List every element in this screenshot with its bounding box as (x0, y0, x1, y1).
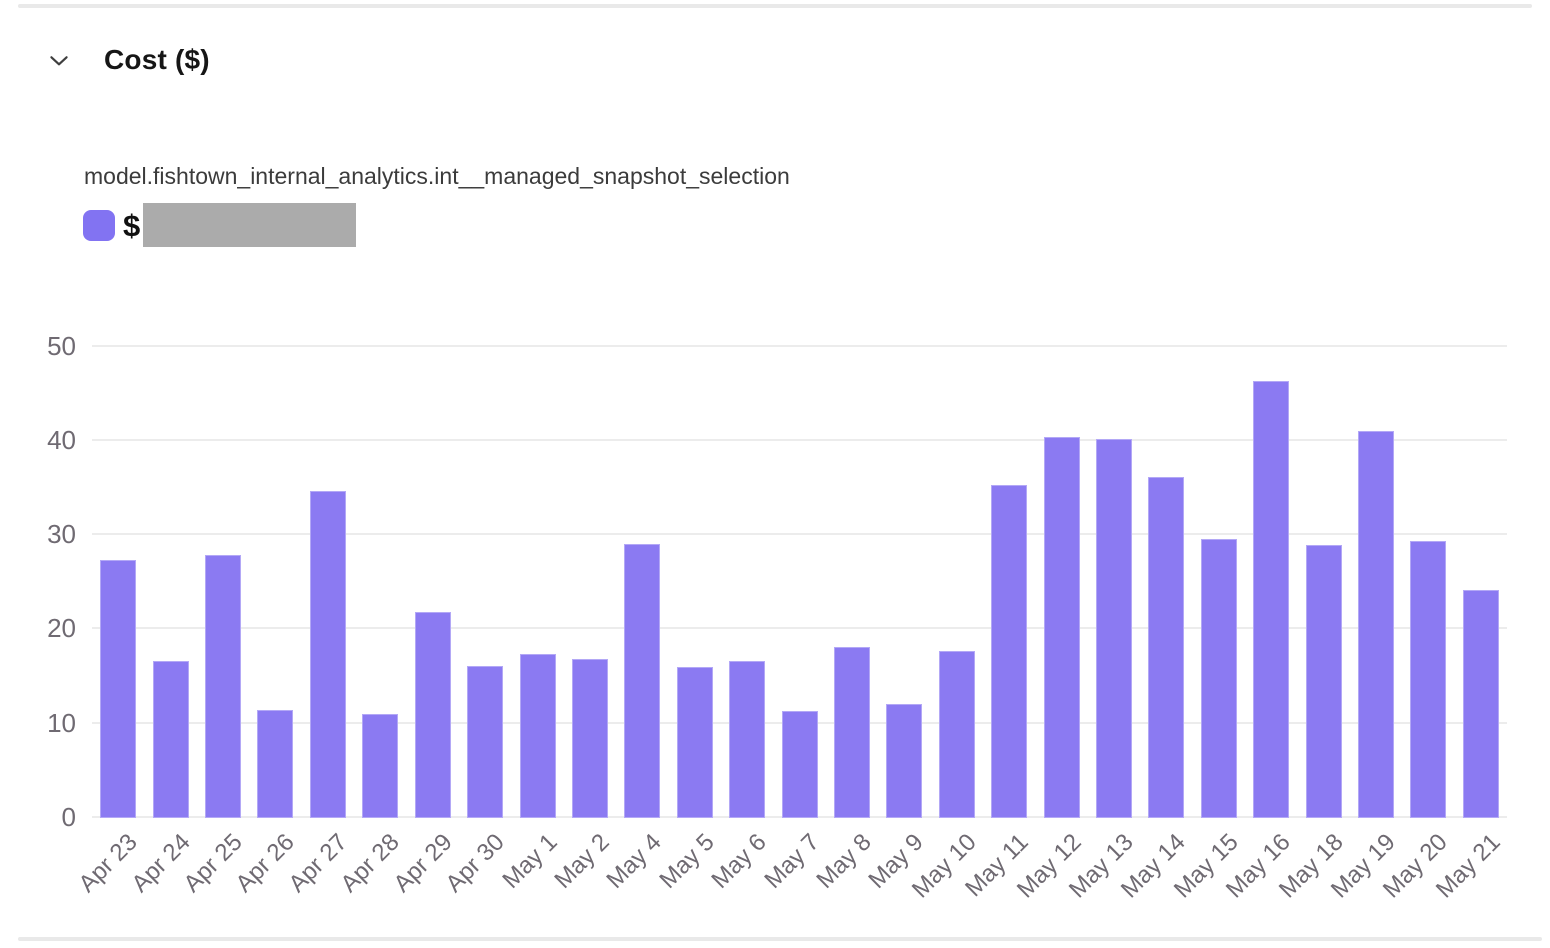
bar-apr-30[interactable] (467, 666, 504, 818)
bar-apr-29[interactable] (414, 611, 451, 818)
bar-may-6[interactable] (729, 660, 766, 818)
legend-value-redacted (143, 203, 357, 247)
bar-apr-24[interactable] (152, 660, 189, 818)
bar-apr-28[interactable] (362, 714, 399, 818)
y-axis-tick-label: 50 (47, 330, 76, 361)
bar-may-7[interactable] (781, 710, 818, 818)
y-axis-tick-label: 40 (47, 424, 76, 455)
y-axis-tick-label: 30 (47, 519, 76, 550)
section-title: Cost ($) (104, 44, 210, 75)
gridline-y40 (92, 438, 1507, 441)
gridline-y30 (92, 533, 1507, 536)
bar-apr-26[interactable] (257, 709, 294, 818)
bar-may-14[interactable] (1148, 476, 1185, 818)
y-axis-tick-label: 10 (47, 707, 76, 738)
gridline-y20 (92, 627, 1507, 630)
legend-swatch (83, 209, 115, 241)
bar-apr-23[interactable] (100, 559, 137, 818)
bottom-divider (18, 937, 1542, 941)
bar-may-9[interactable] (886, 703, 923, 818)
bar-apr-25[interactable] (205, 554, 241, 818)
bar-may-18[interactable] (1305, 544, 1342, 818)
bar-apr-27[interactable] (309, 490, 346, 818)
y-axis-tick-label: 0 (61, 802, 76, 832)
chevron-down-icon[interactable] (46, 47, 72, 73)
bar-may-21[interactable] (1462, 589, 1499, 818)
bar-may-11[interactable] (991, 485, 1028, 818)
bar-may-19[interactable] (1358, 431, 1394, 818)
legend-item[interactable]: $ (83, 202, 357, 248)
bar-may-10[interactable] (938, 651, 975, 818)
bar-may-1[interactable] (519, 653, 556, 818)
y-axis-tick-label: 20 (47, 613, 76, 644)
bar-may-15[interactable] (1200, 538, 1237, 818)
bar-may-12[interactable] (1043, 437, 1080, 818)
bar-may-8[interactable] (833, 647, 870, 818)
section-header: Cost ($) (46, 44, 210, 76)
gridline-y50 (92, 344, 1507, 347)
bar-may-20[interactable] (1410, 540, 1447, 818)
legend-value-prefix: $ (123, 207, 141, 243)
top-divider (18, 4, 1532, 8)
bar-may-13[interactable] (1095, 438, 1132, 818)
chart-series-title: model.fishtown_internal_analytics.int__m… (84, 163, 790, 189)
bar-may-16[interactable] (1253, 381, 1290, 818)
bar-may-4[interactable] (624, 543, 661, 818)
bar-may-5[interactable] (676, 667, 713, 818)
bar-may-2[interactable] (571, 658, 608, 818)
